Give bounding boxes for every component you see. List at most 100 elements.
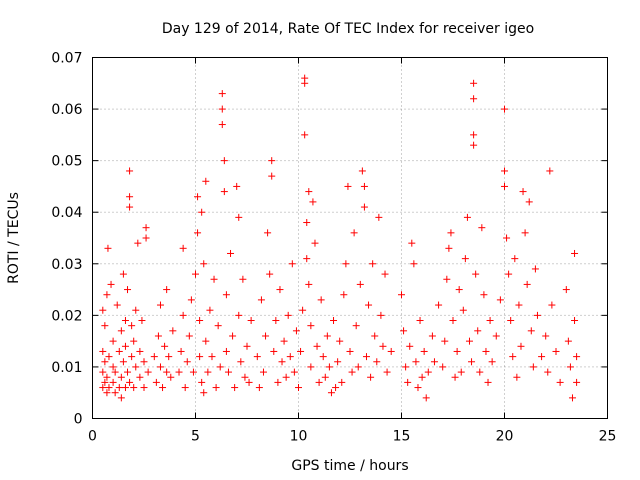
data-point: [332, 384, 340, 392]
data-point: [463, 213, 471, 221]
data-point: [109, 363, 117, 371]
data-point: [99, 347, 107, 355]
data-point: [257, 296, 265, 304]
data-point: [360, 182, 368, 190]
data-point: [348, 368, 356, 376]
data-point: [161, 342, 169, 350]
data-point: [119, 270, 127, 278]
data-point: [305, 188, 313, 196]
data-point: [136, 373, 144, 381]
data-point: [486, 317, 494, 325]
data-point: [564, 337, 572, 345]
y-axis: 0 0.01 0.02 0.03 0.04 0.05 0.06 0.07: [51, 51, 608, 428]
data-point: [103, 291, 111, 299]
data-point: [453, 347, 461, 355]
data-point: [202, 177, 210, 185]
data-point: [519, 188, 527, 196]
data-point: [101, 378, 109, 386]
x-tick-label: 25: [599, 429, 617, 445]
data-point: [505, 270, 513, 278]
data-point: [204, 368, 212, 376]
data-point: [194, 193, 202, 201]
data-point: [218, 121, 226, 129]
data-point: [134, 239, 142, 247]
data-point: [521, 229, 529, 237]
y-axis-label: ROTI / TECUs: [6, 192, 22, 284]
x-tick-label: 5: [191, 429, 200, 445]
data-point: [103, 389, 111, 397]
data-point: [101, 358, 109, 366]
data-point: [461, 255, 469, 263]
data-point: [295, 384, 302, 392]
x-tick-label: 20: [496, 429, 514, 445]
data-point: [531, 265, 539, 273]
data-point: [202, 337, 210, 345]
data-point: [138, 317, 146, 325]
data-point: [387, 347, 395, 355]
data-point: [107, 280, 115, 288]
data-point: [212, 384, 220, 392]
data-point: [278, 358, 286, 366]
data-point: [573, 378, 581, 386]
data-point: [121, 384, 129, 392]
data-point: [140, 384, 148, 392]
data-point: [163, 368, 171, 376]
data-point: [231, 384, 239, 392]
data-point: [573, 353, 581, 361]
y-tick-label: 0.03: [51, 257, 82, 273]
data-point: [571, 249, 579, 257]
data-point: [136, 347, 144, 355]
data-point: [124, 368, 132, 376]
data-point: [338, 378, 346, 386]
grid: [92, 57, 608, 419]
data-point: [218, 105, 226, 113]
data-point: [105, 353, 113, 361]
data-point: [264, 229, 272, 237]
data-point: [571, 317, 579, 325]
data-point: [214, 322, 222, 330]
data-point: [344, 182, 352, 190]
y-tick-label: 0.02: [51, 308, 82, 324]
data-point: [103, 373, 111, 381]
data-point: [408, 239, 416, 247]
data-point: [126, 203, 134, 211]
y-tick-label: 0.05: [51, 154, 82, 170]
data-point: [418, 373, 426, 381]
data-point: [235, 213, 243, 221]
data-point: [365, 301, 373, 309]
y-tick-label: 0.07: [51, 51, 82, 67]
data-point: [222, 347, 230, 355]
data-point: [301, 131, 309, 139]
x-axis-label: GPS time / hours: [291, 458, 408, 474]
data-point: [200, 389, 208, 397]
x-tick-label: 10: [290, 429, 308, 445]
data-point: [412, 358, 420, 366]
data-point: [198, 208, 206, 216]
data-point: [509, 353, 517, 361]
data-point: [327, 389, 335, 397]
data-point: [459, 306, 467, 314]
data-point: [360, 203, 368, 211]
data-point: [373, 358, 381, 366]
data-point: [503, 234, 511, 242]
data-point: [525, 198, 533, 206]
data-point: [465, 337, 473, 345]
data-point: [501, 105, 508, 113]
data-point: [383, 368, 391, 376]
data-point: [562, 286, 570, 294]
data-point: [325, 363, 333, 371]
data-point: [111, 368, 119, 376]
data-point: [342, 260, 350, 268]
data-point: [272, 317, 280, 325]
data-point: [410, 260, 418, 268]
data-point: [288, 260, 296, 268]
data-point: [375, 213, 383, 221]
data-point: [163, 286, 171, 294]
data-point: [523, 280, 531, 288]
data-point: [420, 347, 428, 355]
data-point: [198, 378, 206, 386]
data-point: [270, 347, 278, 355]
data-point: [439, 363, 447, 371]
data-marks: [99, 74, 581, 402]
